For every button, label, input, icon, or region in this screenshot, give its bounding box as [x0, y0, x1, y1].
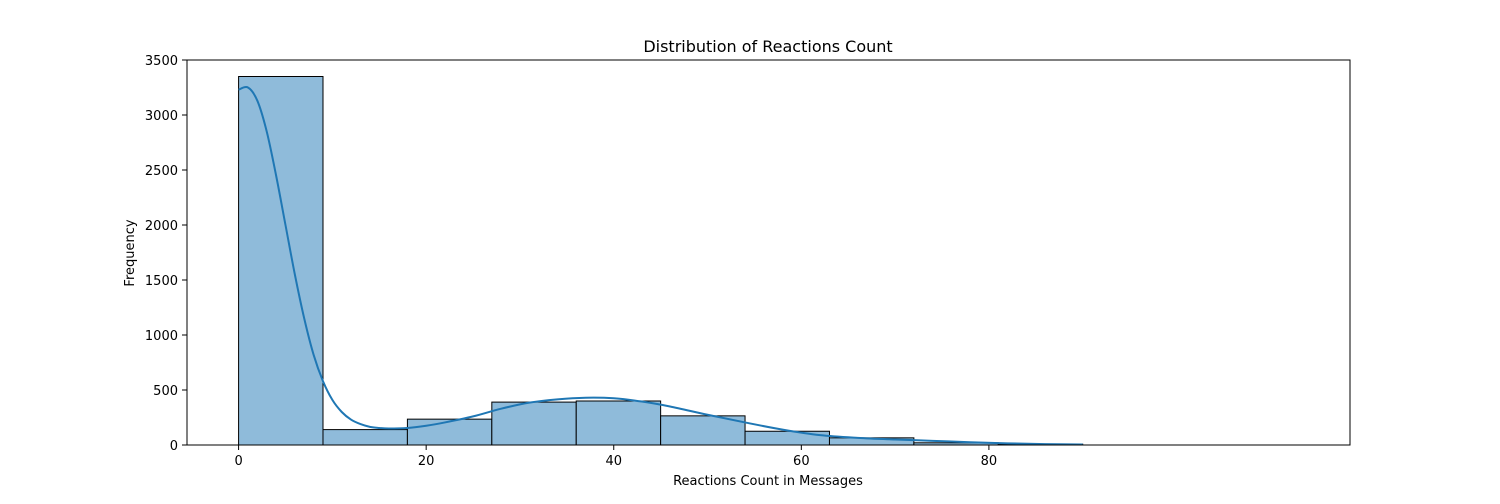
- y-tick-label: 0: [170, 439, 178, 454]
- y-tick-label: 1000: [145, 329, 178, 344]
- bars-layer: [238, 76, 1084, 446]
- histogram-bar-0: [238, 76, 324, 446]
- histogram-bar-4: [575, 400, 662, 446]
- x-tick-label: 20: [418, 454, 435, 469]
- plot-frame: [186, 59, 1351, 446]
- chart-title: Distribution of Reactions Count: [643, 37, 892, 56]
- axes-layer: [186, 59, 1351, 446]
- x-tick-label: 60: [793, 454, 810, 469]
- y-axis-ticks: 0 500 1000 1500 2000 2500 3000 3500: [145, 54, 187, 454]
- kde-layer: [238, 86, 1083, 446]
- y-axis-label: Frequency: [123, 219, 138, 286]
- x-tick-label: 0: [234, 454, 242, 469]
- y-tick-label: 2000: [145, 219, 178, 234]
- y-tick-label: 500: [153, 384, 178, 399]
- y-tick-label: 3000: [145, 109, 178, 124]
- kde-curve: [238, 86, 1083, 446]
- histogram-bar-2: [406, 418, 493, 446]
- x-axis-ticks: 0 20 40 60 80: [234, 445, 997, 469]
- x-axis-label: Reactions Count in Messages: [673, 474, 863, 489]
- x-tick-label: 80: [981, 454, 998, 469]
- histogram-bar-5: [660, 415, 746, 446]
- histogram-bar-3: [491, 401, 577, 446]
- histogram-bar-1: [322, 429, 408, 446]
- y-tick-label: 3500: [145, 54, 178, 69]
- histogram-bar-6: [744, 430, 830, 446]
- x-tick-label: 40: [605, 454, 622, 469]
- y-tick-label: 2500: [145, 164, 178, 179]
- y-tick-label: 1500: [145, 274, 178, 289]
